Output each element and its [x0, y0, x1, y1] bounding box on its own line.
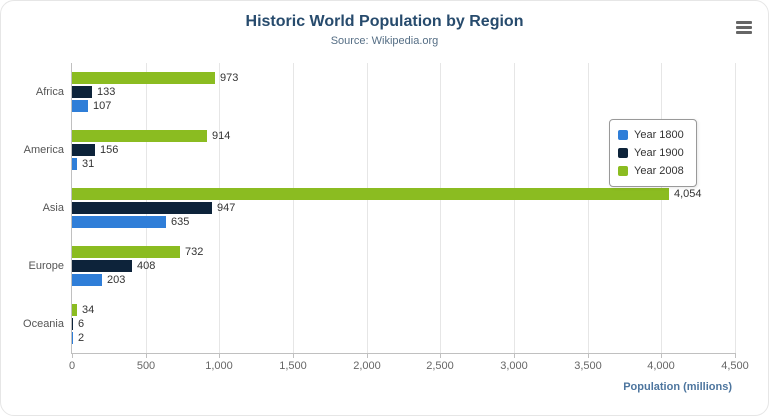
x-tick-label: 3,500 [574, 360, 602, 372]
bar-value-label: 34 [82, 304, 95, 316]
bar-value-label: 4,054 [674, 188, 702, 200]
legend-label: Year 1900 [634, 147, 684, 159]
bar-value-label: 203 [107, 274, 126, 286]
bar[interactable] [72, 260, 132, 272]
bar[interactable] [72, 158, 77, 170]
bar[interactable] [72, 144, 95, 156]
x-tick-label: 500 [136, 360, 156, 372]
x-tick-label: 3,000 [500, 360, 528, 372]
legend: Year 1800 Year 1900 Year 2008 [609, 119, 697, 187]
gridline [735, 63, 736, 353]
gridline [440, 63, 441, 353]
x-axis-tick [735, 353, 736, 358]
gridline [661, 63, 662, 353]
bar-value-label: 973 [220, 72, 239, 84]
x-axis-tick [72, 353, 73, 358]
legend-label: Year 1800 [634, 129, 684, 141]
bar[interactable] [72, 188, 669, 200]
bar[interactable] [72, 246, 180, 258]
chart-title: Historic World Population by Region [245, 13, 524, 30]
x-tick-label: 4,500 [721, 360, 749, 372]
legend-item[interactable]: Year 2008 [618, 162, 684, 180]
x-tick-label: 4,000 [647, 360, 675, 372]
y-category-label: Asia [42, 202, 64, 214]
gridline [219, 63, 220, 353]
x-axis-tick [293, 353, 294, 358]
bar[interactable] [72, 304, 77, 316]
gridline [293, 63, 294, 353]
x-tick-label: 0 [68, 360, 76, 372]
bar[interactable] [72, 202, 212, 214]
gridline [514, 63, 515, 353]
hamburger-menu-icon[interactable] [736, 21, 752, 36]
bar[interactable] [72, 216, 166, 228]
legend-swatch-icon [618, 166, 628, 176]
bar[interactable] [72, 86, 92, 98]
x-tick-label: 2,000 [353, 360, 381, 372]
bar[interactable] [72, 318, 73, 330]
bar[interactable] [72, 274, 102, 286]
y-category-label: Africa [35, 86, 64, 98]
x-tick-label: 1,000 [205, 360, 233, 372]
chart-subtitle: Source: Wikipedia.org [330, 35, 439, 47]
bar[interactable] [72, 130, 207, 142]
gridline [588, 63, 589, 353]
bar-value-label: 107 [93, 100, 112, 112]
legend-item[interactable]: Year 1900 [618, 144, 684, 162]
bar-value-label: 2 [78, 332, 85, 344]
menu-line [736, 21, 752, 24]
legend-swatch-icon [618, 130, 628, 140]
x-axis-tick [146, 353, 147, 358]
menu-line [736, 31, 752, 34]
bar-value-label: 732 [185, 246, 204, 258]
y-category-label: Europe [28, 260, 64, 272]
bar-value-label: 914 [212, 130, 231, 142]
bar-value-label: 31 [82, 158, 95, 170]
x-axis-tick [367, 353, 368, 358]
x-axis-tick [514, 353, 515, 358]
bar-value-label: 133 [97, 86, 116, 98]
bar-value-label: 635 [171, 216, 190, 228]
bar-value-label: 6 [78, 318, 85, 330]
x-axis-tick [219, 353, 220, 358]
menu-line [736, 26, 752, 29]
bar-value-label: 947 [217, 202, 236, 214]
x-tick-label: 1,500 [279, 360, 307, 372]
y-category-label: Oceania [23, 318, 64, 330]
x-axis-tick [588, 353, 589, 358]
x-axis-title: Population (millions) [623, 381, 732, 393]
x-axis-tick [661, 353, 662, 358]
x-tick-label: 2,500 [426, 360, 454, 372]
y-category-label: America [23, 144, 64, 156]
gridline [367, 63, 368, 353]
legend-item[interactable]: Year 1800 [618, 126, 684, 144]
legend-swatch-icon [618, 148, 628, 158]
bar-value-label: 156 [100, 144, 119, 156]
bar[interactable] [72, 72, 215, 84]
bar[interactable] [72, 100, 88, 112]
bar-value-label: 408 [137, 260, 156, 272]
x-axis-tick [440, 353, 441, 358]
legend-label: Year 2008 [634, 165, 684, 177]
plot-area: 0 500 1,000 1,500 2,000 2,500 3,000 3,500 4,000 4… [23, 63, 749, 372]
bar[interactable] [72, 332, 73, 344]
